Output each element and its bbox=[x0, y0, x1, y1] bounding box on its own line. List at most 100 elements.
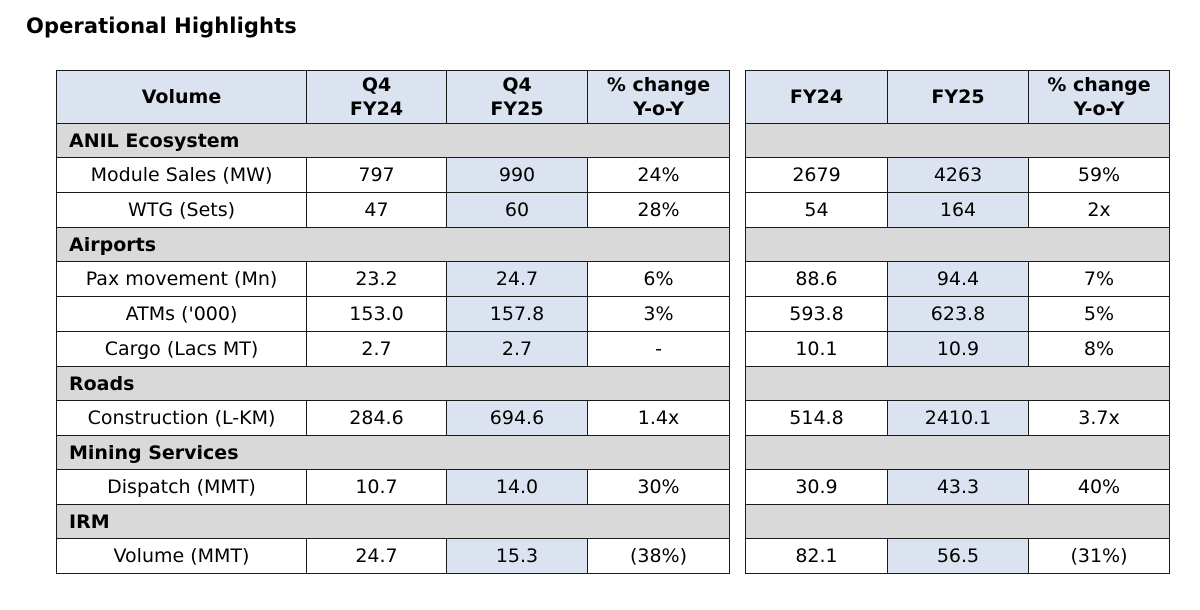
fy25-value: 56.5 bbox=[887, 538, 1029, 574]
q4-fy25-value: 2.7 bbox=[446, 331, 588, 367]
section-row bbox=[745, 227, 1170, 262]
table-row: 82.1 56.5 (31%) bbox=[745, 538, 1170, 574]
section-label: IRM bbox=[56, 504, 730, 539]
header-quarter-change: % change Y-o-Y bbox=[587, 70, 730, 124]
metric-label: Construction (L-KM) bbox=[56, 400, 307, 436]
table-row: ATMs ('000) 153.0 157.8 3% bbox=[56, 296, 730, 332]
section-row: Roads bbox=[56, 366, 730, 401]
section-row: Mining Services bbox=[56, 435, 730, 470]
fy24-value: 30.9 bbox=[745, 469, 888, 505]
q4-fy24-value: 47 bbox=[306, 192, 447, 228]
metric-label: Volume (MMT) bbox=[56, 538, 307, 574]
q4-fy24-value: 24.7 bbox=[306, 538, 447, 574]
section-row bbox=[745, 435, 1170, 470]
table-row: 593.8 623.8 5% bbox=[745, 296, 1170, 332]
fy25-value: 164 bbox=[887, 192, 1029, 228]
table-row: 54 164 2x bbox=[745, 192, 1170, 228]
section-row bbox=[745, 504, 1170, 539]
fy24-value: 514.8 bbox=[745, 400, 888, 436]
annual-change-value: 40% bbox=[1028, 469, 1170, 505]
annual-change-value: 2x bbox=[1028, 192, 1170, 228]
table-row: Pax movement (Mn) 23.2 24.7 6% bbox=[56, 261, 730, 297]
quarter-change-value: 30% bbox=[587, 469, 730, 505]
section-label: ANIL Ecosystem bbox=[56, 123, 730, 158]
quarter-change-value: 6% bbox=[587, 261, 730, 297]
table-row: Construction (L-KM) 284.6 694.6 1.4x bbox=[56, 400, 730, 436]
metric-label: ATMs ('000) bbox=[56, 296, 307, 332]
table-row: Dispatch (MMT) 10.7 14.0 30% bbox=[56, 469, 730, 505]
section-label: Mining Services bbox=[56, 435, 730, 470]
quarter-change-value: 24% bbox=[587, 157, 730, 193]
table-row: 2679 4263 59% bbox=[745, 157, 1170, 193]
metric-label: Cargo (Lacs MT) bbox=[56, 331, 307, 367]
table-row: 88.6 94.4 7% bbox=[745, 261, 1170, 297]
q4-fy24-value: 284.6 bbox=[306, 400, 447, 436]
table-row: Volume (MMT) 24.7 15.3 (38%) bbox=[56, 538, 730, 574]
annual-change-value: 59% bbox=[1028, 157, 1170, 193]
quarter-change-value: - bbox=[587, 331, 730, 367]
q4-fy24-value: 2.7 bbox=[306, 331, 447, 367]
section-filler bbox=[745, 504, 1170, 539]
header-annual-change: % change Y-o-Y bbox=[1028, 70, 1170, 124]
q4-fy25-value: 694.6 bbox=[446, 400, 588, 436]
table-row: Cargo (Lacs MT) 2.7 2.7- bbox=[56, 331, 730, 367]
section-filler bbox=[745, 366, 1170, 401]
annual-change-value: 8% bbox=[1028, 331, 1170, 367]
quarter-change-value: 28% bbox=[587, 192, 730, 228]
page-title: Operational Highlights bbox=[26, 14, 297, 38]
section-label: Airports bbox=[56, 227, 730, 262]
fy25-value: 4263 bbox=[887, 157, 1029, 193]
header-fy24: FY24 bbox=[745, 70, 888, 124]
quarterly-table: Volume Q4 FY24 Q4 FY25 % change Y-o-Y ANIL … bbox=[56, 70, 730, 574]
quarter-change-value: 1.4x bbox=[587, 400, 730, 436]
fy24-value: 88.6 bbox=[745, 261, 888, 297]
annual-header-row: FY24 FY25 % change Y-o-Y bbox=[745, 70, 1170, 124]
section-row bbox=[745, 366, 1170, 401]
table-row: Module Sales (MW) 797 990 24% bbox=[56, 157, 730, 193]
header-volume: Volume bbox=[56, 70, 307, 124]
q4-fy24-value: 10.7 bbox=[306, 469, 447, 505]
metric-label: WTG (Sets) bbox=[56, 192, 307, 228]
annual-table: FY24 FY25 % change Y-o-Y 2679 4263 59% 54 164… bbox=[745, 70, 1170, 574]
q4-fy24-value: 797 bbox=[306, 157, 447, 193]
table-row: 30.9 43.3 40% bbox=[745, 469, 1170, 505]
section-label: Roads bbox=[56, 366, 730, 401]
table-row: 10.1 10.9 8% bbox=[745, 331, 1170, 367]
fy24-value: 10.1 bbox=[745, 331, 888, 367]
table-row: 514.8 2410.1 3.7x bbox=[745, 400, 1170, 436]
metric-label: Pax movement (Mn) bbox=[56, 261, 307, 297]
fy24-value: 2679 bbox=[745, 157, 888, 193]
section-row: Airports bbox=[56, 227, 730, 262]
fy25-value: 43.3 bbox=[887, 469, 1029, 505]
section-filler bbox=[745, 435, 1170, 470]
header-fy25: FY25 bbox=[887, 70, 1029, 124]
quarter-change-value: (38%) bbox=[587, 538, 730, 574]
q4-fy25-value: 157.8 bbox=[446, 296, 588, 332]
section-filler bbox=[745, 123, 1170, 158]
fy24-value: 54 bbox=[745, 192, 888, 228]
q4-fy25-value: 24.7 bbox=[446, 261, 588, 297]
quarterly-header-row: Volume Q4 FY24 Q4 FY25 % change Y-o-Y bbox=[56, 70, 730, 124]
metric-label: Dispatch (MMT) bbox=[56, 469, 307, 505]
section-row bbox=[745, 123, 1170, 158]
q4-fy25-value: 15.3 bbox=[446, 538, 588, 574]
section-row: IRM bbox=[56, 504, 730, 539]
annual-change-value: 5% bbox=[1028, 296, 1170, 332]
fy25-value: 2410.1 bbox=[887, 400, 1029, 436]
annual-change-value: 3.7x bbox=[1028, 400, 1170, 436]
quarter-change-value: 3% bbox=[587, 296, 730, 332]
header-q4-fy24: Q4 FY24 bbox=[306, 70, 447, 124]
fy25-value: 623.8 bbox=[887, 296, 1029, 332]
q4-fy24-value: 153.0 bbox=[306, 296, 447, 332]
annual-change-value: (31%) bbox=[1028, 538, 1170, 574]
q4-fy25-value: 990 bbox=[446, 157, 588, 193]
metric-label: Module Sales (MW) bbox=[56, 157, 307, 193]
annual-change-value: 7% bbox=[1028, 261, 1170, 297]
table-row: WTG (Sets) 47 60 28% bbox=[56, 192, 730, 228]
fy24-value: 593.8 bbox=[745, 296, 888, 332]
fy24-value: 82.1 bbox=[745, 538, 888, 574]
q4-fy24-value: 23.2 bbox=[306, 261, 447, 297]
q4-fy25-value: 14.0 bbox=[446, 469, 588, 505]
section-row: ANIL Ecosystem bbox=[56, 123, 730, 158]
fy25-value: 94.4 bbox=[887, 261, 1029, 297]
